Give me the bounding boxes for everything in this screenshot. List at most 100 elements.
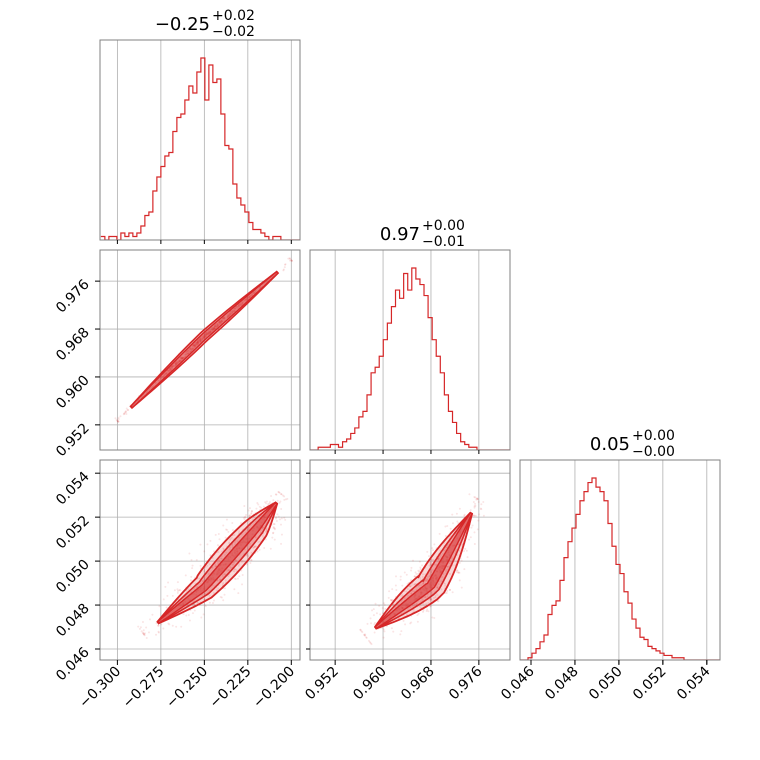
sample-point bbox=[176, 591, 179, 594]
sample-point bbox=[196, 601, 199, 604]
sample-point bbox=[265, 527, 268, 530]
sample-point bbox=[430, 591, 433, 594]
sample-point bbox=[244, 516, 247, 519]
sample-point bbox=[364, 633, 367, 636]
sample-point bbox=[204, 333, 207, 336]
sample-point bbox=[243, 299, 246, 302]
sample-point bbox=[234, 559, 237, 562]
sample-point bbox=[360, 630, 363, 633]
sample-point bbox=[203, 335, 206, 338]
sample-point bbox=[228, 314, 231, 317]
sample-point bbox=[429, 599, 432, 602]
sample-point bbox=[184, 353, 187, 356]
x-tick-label: 0.960 bbox=[350, 664, 390, 704]
sample-point bbox=[163, 374, 166, 377]
sample-point bbox=[238, 575, 241, 578]
sample-point bbox=[233, 568, 236, 571]
sample-point bbox=[217, 321, 220, 324]
sample-point bbox=[255, 507, 258, 510]
sample-point bbox=[242, 301, 245, 304]
sample-point bbox=[202, 336, 205, 339]
sample-point bbox=[155, 633, 158, 636]
sample-point bbox=[213, 328, 216, 331]
sample-point bbox=[375, 612, 378, 615]
sample-point bbox=[143, 632, 146, 635]
sample-point bbox=[219, 557, 222, 560]
sample-point bbox=[115, 418, 118, 421]
sample-point bbox=[117, 420, 120, 423]
sample-point bbox=[425, 602, 428, 605]
sample-point bbox=[209, 330, 212, 333]
sample-point bbox=[437, 558, 440, 561]
sample-point bbox=[249, 561, 252, 564]
sample-point bbox=[178, 360, 181, 363]
sample-point bbox=[400, 630, 403, 633]
x-tick-label: −0.200 bbox=[250, 664, 298, 712]
sample-point bbox=[220, 320, 223, 323]
sample-point bbox=[233, 307, 236, 310]
contour-inner bbox=[129, 270, 280, 409]
x-tick-label: 0.050 bbox=[586, 664, 626, 704]
sample-point bbox=[436, 593, 439, 596]
sample-point bbox=[413, 583, 416, 586]
sample-point bbox=[178, 359, 181, 362]
panel-frame bbox=[99, 459, 301, 661]
sample-point bbox=[190, 347, 193, 350]
sample-point bbox=[444, 582, 447, 585]
sample-point bbox=[211, 328, 214, 331]
sample-point bbox=[424, 596, 427, 599]
sample-point bbox=[229, 313, 232, 316]
sample-point bbox=[216, 579, 219, 582]
sample-point bbox=[201, 337, 204, 340]
sample-point bbox=[219, 320, 222, 323]
sample-point bbox=[246, 296, 249, 299]
sample-point bbox=[233, 588, 236, 591]
sample-point bbox=[180, 357, 183, 360]
sample-point bbox=[223, 316, 226, 319]
sample-point bbox=[192, 345, 195, 348]
x-tick-label: −0.225 bbox=[207, 664, 255, 712]
sample-point bbox=[449, 588, 452, 591]
sample-point bbox=[241, 301, 244, 304]
sample-point bbox=[382, 602, 385, 605]
sample-point bbox=[258, 540, 261, 543]
sample-point bbox=[206, 543, 209, 546]
sample-point bbox=[236, 577, 239, 580]
sample-point bbox=[421, 575, 424, 578]
sample-point bbox=[258, 505, 261, 508]
sample-point bbox=[204, 335, 207, 338]
sample-point bbox=[479, 507, 482, 510]
sample-point bbox=[194, 342, 197, 345]
sample-point bbox=[443, 549, 446, 552]
y-tick-label: 0.052 bbox=[53, 513, 93, 553]
sample-point bbox=[366, 622, 369, 625]
sample-point bbox=[239, 302, 242, 305]
sample-point bbox=[241, 559, 244, 562]
sample-point bbox=[410, 566, 413, 569]
sample-point bbox=[176, 581, 179, 584]
sample-point bbox=[228, 314, 231, 317]
sample-point bbox=[182, 613, 185, 616]
sample-point bbox=[196, 343, 199, 346]
sample-point bbox=[227, 315, 230, 318]
sample-point bbox=[186, 349, 189, 352]
sample-point bbox=[252, 546, 255, 549]
histogram-step-line bbox=[310, 267, 510, 450]
sample-point bbox=[256, 502, 259, 505]
sample-point bbox=[409, 622, 412, 625]
sample-point bbox=[116, 419, 119, 422]
sample-point bbox=[175, 625, 178, 628]
sample-point bbox=[151, 385, 154, 388]
sample-point bbox=[237, 564, 240, 567]
sample-point bbox=[290, 258, 293, 261]
sample-point bbox=[271, 532, 274, 535]
sample-point bbox=[168, 369, 171, 372]
sample-point bbox=[230, 311, 233, 314]
sample-point bbox=[253, 292, 256, 295]
sample-point bbox=[236, 305, 239, 308]
sample-point bbox=[231, 522, 234, 525]
sample-point bbox=[216, 325, 219, 328]
sample-point bbox=[223, 317, 226, 320]
sample-point bbox=[431, 616, 434, 619]
sample-point bbox=[418, 560, 421, 563]
